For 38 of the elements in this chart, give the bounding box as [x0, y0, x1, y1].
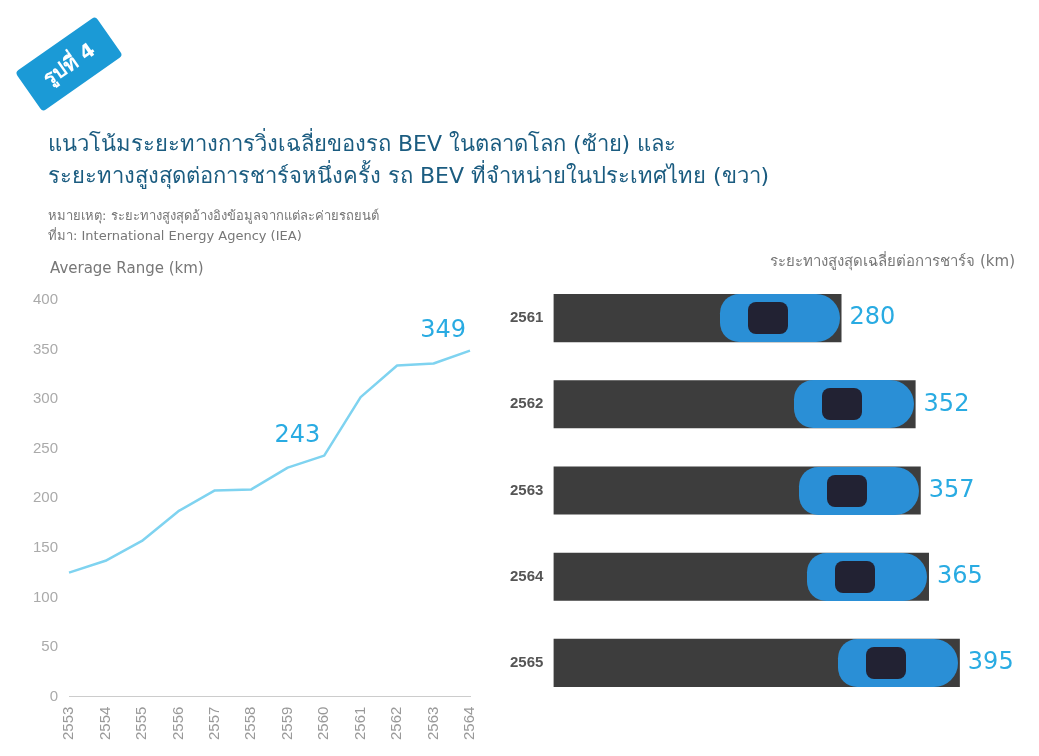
- y-tick-label: 400: [33, 290, 59, 308]
- text: หมายเหตุ: ระยะทางสูงสุดอ้างอิงข้อมูลจากแต่ละค่ายรถยนต์: [48, 207, 379, 226]
- data-label: 395: [967, 647, 1014, 676]
- data-label: 352: [923, 388, 970, 417]
- y-tick-label: 300: [33, 389, 59, 407]
- x-tick-label: 2558: [241, 706, 259, 741]
- x-tick-label: 2553: [59, 706, 77, 741]
- x-tick-label: 2554: [95, 706, 113, 741]
- y-tick-label: 250: [33, 438, 59, 456]
- y-tick-label: 2562: [509, 394, 544, 412]
- y-tick-label: 2564: [509, 566, 545, 584]
- x-tick-label: 2556: [168, 706, 186, 741]
- y-tick-label: 2561: [509, 308, 544, 326]
- data-label: 365: [936, 560, 983, 589]
- y-tick-label: 150: [33, 538, 59, 556]
- y-tick-label: 50: [41, 637, 59, 655]
- y-tick-label: 200: [33, 488, 59, 506]
- x-axis-title: ระยะทางสูงสุดเฉลี่ยต่อการชาร์จ (km): [770, 250, 1015, 273]
- y-tick-label: 350: [33, 339, 59, 357]
- y-tick-label: 0: [49, 686, 59, 704]
- y-axis-title: Average Range (km): [50, 259, 204, 277]
- data-label: 243: [274, 419, 321, 448]
- x-tick-label: 2560: [314, 706, 332, 741]
- x-tick-label: 2561: [350, 706, 368, 741]
- x-tick-label: 2563: [423, 706, 441, 741]
- x-tick-label: 2557: [204, 706, 222, 741]
- y-tick-label: 100: [33, 587, 59, 605]
- x-tick-label: 2555: [132, 706, 150, 741]
- text: ที่มา: International Energy Agency (IEA): [48, 226, 302, 245]
- data-label: 357: [928, 474, 975, 503]
- y-tick-label: 2563: [509, 480, 544, 498]
- data-label: 349: [420, 314, 466, 343]
- chart-title: แนวโน้มระยะทางการวิ่งเฉลี่ยของรถ BEV ในตลาดโลก (ซ้าย) และ ระยะทางสูงสุดต่อการชาร์จหนึ่งครั้ง รถ BEV ที่จำหน่ายในประเทศไทย (ขวา): [48, 128, 770, 191]
- x-tick-label: 2559: [277, 706, 295, 741]
- x-tick-label: 2562: [387, 706, 405, 741]
- y-tick-label: 2565: [509, 653, 544, 671]
- data-label: 280: [849, 302, 896, 331]
- x-tick-label: 2564: [460, 706, 478, 741]
